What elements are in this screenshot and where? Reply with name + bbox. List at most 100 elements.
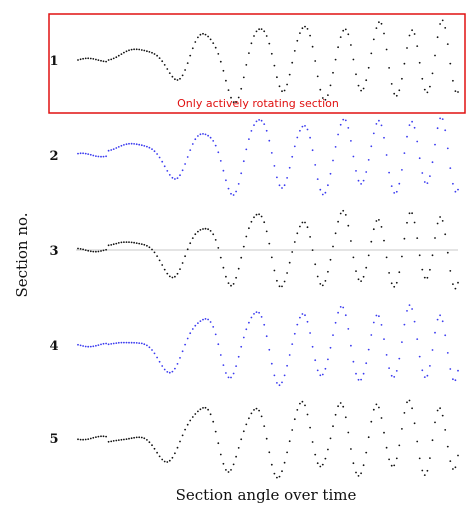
section-4-point bbox=[186, 337, 189, 340]
section-4-point bbox=[296, 323, 299, 326]
section-5-point bbox=[342, 405, 345, 408]
section-2-point bbox=[423, 181, 426, 183]
section-2-point bbox=[332, 159, 334, 162]
section-4-point bbox=[406, 310, 408, 312]
section-1-point bbox=[304, 25, 306, 28]
section-1-point bbox=[452, 79, 454, 82]
section-1-point bbox=[426, 91, 429, 94]
section-3-point bbox=[370, 240, 373, 243]
section-1-point bbox=[77, 59, 79, 61]
section-3-point bbox=[314, 263, 317, 266]
section-3-point bbox=[100, 250, 102, 252]
section-5-point bbox=[393, 464, 396, 467]
section-3-point bbox=[258, 213, 260, 216]
section-1-point bbox=[288, 73, 291, 76]
section-1-point bbox=[130, 48, 133, 51]
section-2-point bbox=[189, 149, 192, 152]
section-4-point bbox=[378, 315, 380, 318]
section-4-point bbox=[329, 346, 332, 349]
section-1-point bbox=[105, 60, 107, 63]
section-2-point bbox=[321, 193, 324, 196]
section-5-point bbox=[77, 438, 79, 441]
section-4-point bbox=[258, 311, 260, 314]
section-4-point bbox=[225, 372, 227, 374]
section-1-point bbox=[138, 48, 141, 51]
section-5-point bbox=[130, 437, 133, 440]
section-3-point bbox=[439, 216, 441, 218]
section-2-point bbox=[270, 152, 273, 154]
section-2-point bbox=[408, 124, 411, 126]
section-1-point bbox=[161, 60, 164, 63]
section-1-point bbox=[321, 97, 324, 99]
section-2-point bbox=[344, 119, 347, 122]
section-3-point bbox=[240, 256, 243, 259]
section-5-point bbox=[360, 472, 362, 475]
section-3-point bbox=[337, 220, 339, 223]
section-4-point bbox=[339, 306, 342, 308]
section-3-point bbox=[436, 222, 439, 225]
section-2-point bbox=[291, 155, 294, 158]
section-5-point bbox=[288, 440, 291, 443]
section-1-point bbox=[342, 29, 345, 32]
section-4-point bbox=[255, 311, 258, 313]
section-4-point bbox=[370, 334, 373, 336]
section-1-point bbox=[434, 54, 436, 57]
section-3-point bbox=[288, 261, 291, 264]
section-5-point bbox=[184, 428, 187, 431]
section-3-point bbox=[102, 249, 105, 252]
section-4-point bbox=[153, 352, 156, 355]
section-1-point bbox=[268, 42, 271, 45]
section-2-point bbox=[299, 129, 301, 132]
section-3-point bbox=[418, 254, 421, 257]
section-5-point bbox=[278, 475, 281, 478]
section-5-point bbox=[212, 420, 215, 423]
section-1-point bbox=[316, 75, 319, 78]
section-5-point bbox=[304, 404, 306, 407]
section-3-point bbox=[123, 241, 125, 244]
section-1-point bbox=[355, 73, 357, 76]
section-1-point bbox=[365, 79, 368, 82]
section-5-point bbox=[365, 451, 368, 454]
section-1-point bbox=[281, 90, 283, 93]
section-5-point bbox=[281, 470, 283, 473]
section-2-point bbox=[273, 165, 276, 167]
section-2-point bbox=[146, 145, 148, 148]
section-5-point bbox=[143, 437, 146, 440]
section-2-point bbox=[454, 190, 457, 193]
section-1-point bbox=[327, 94, 329, 96]
section-1-point bbox=[339, 36, 342, 38]
section-1-point bbox=[429, 85, 431, 88]
section-1-point bbox=[242, 76, 245, 79]
section-2-point bbox=[148, 146, 151, 149]
section-4-point bbox=[332, 334, 334, 336]
section-1-point bbox=[423, 88, 426, 91]
section-4-point bbox=[123, 341, 125, 344]
section-4-point bbox=[273, 374, 276, 377]
section-1-point bbox=[265, 35, 268, 37]
section-1-point bbox=[421, 77, 424, 80]
section-2-point bbox=[431, 161, 434, 164]
section-2-point bbox=[202, 133, 204, 135]
section-1-point bbox=[388, 67, 390, 69]
section-2-point bbox=[357, 179, 360, 182]
section-2-point bbox=[161, 160, 164, 163]
section-1-point bbox=[186, 62, 189, 64]
section-2-point bbox=[102, 155, 105, 158]
section-1-point bbox=[212, 42, 215, 44]
section-3-point bbox=[115, 242, 118, 245]
section-5-point bbox=[337, 405, 339, 408]
highlight-box bbox=[48, 13, 466, 114]
section-5-point bbox=[350, 448, 352, 450]
section-5-point bbox=[370, 420, 373, 423]
section-4-point bbox=[194, 324, 197, 327]
section-1-point bbox=[449, 62, 452, 65]
section-2-point bbox=[276, 176, 278, 179]
section-2-point bbox=[112, 148, 115, 151]
section-3-point bbox=[112, 243, 115, 246]
section-1-point bbox=[380, 22, 383, 25]
section-4-point bbox=[357, 378, 360, 381]
section-3-point bbox=[135, 242, 138, 245]
section-3-point bbox=[352, 256, 355, 259]
section-1-point bbox=[352, 58, 355, 61]
section-3-point bbox=[398, 271, 401, 274]
